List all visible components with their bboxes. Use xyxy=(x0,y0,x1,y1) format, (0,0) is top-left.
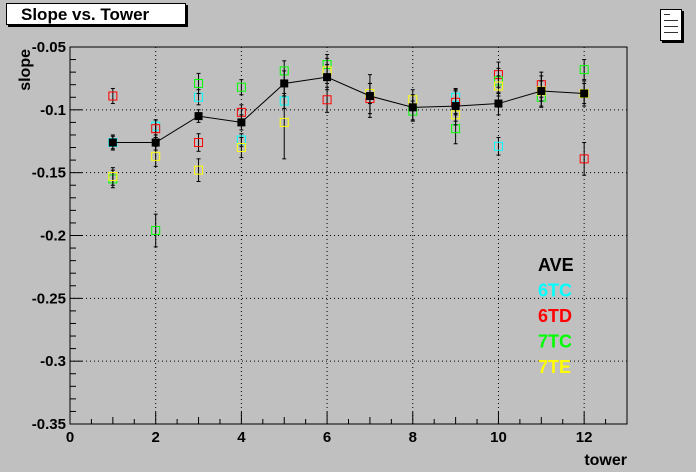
data-point-6td xyxy=(151,124,161,134)
data-point-ave xyxy=(494,99,503,108)
x-tick-label: 8 xyxy=(409,429,417,446)
data-point-ave xyxy=(194,112,203,121)
x-tick-label: 0 xyxy=(66,429,74,446)
stats-line xyxy=(664,14,670,15)
y-tick-label: -0.3 xyxy=(40,353,66,370)
x-tick-label: 4 xyxy=(237,429,246,446)
stats-line xyxy=(664,26,678,27)
data-point-ave xyxy=(151,138,160,147)
data-point-7te xyxy=(236,143,246,153)
data-point-7tc xyxy=(236,82,246,92)
data-point-ave xyxy=(108,138,117,147)
stats-line xyxy=(664,20,678,21)
x-tick-label: 12 xyxy=(576,429,593,446)
y-axis-label: slope xyxy=(17,49,34,91)
data-point-7tc xyxy=(151,225,161,235)
y-tick-label: -0.15 xyxy=(32,165,66,182)
data-point-ave xyxy=(323,73,332,82)
series-ave xyxy=(108,64,589,151)
stats-line xyxy=(664,32,678,33)
y-tick-label: -0.05 xyxy=(32,39,66,56)
legend-entry-ave: AVE xyxy=(538,255,574,275)
y-tick-label: -0.35 xyxy=(32,416,66,433)
data-point-ave xyxy=(580,89,589,98)
data-point-7te xyxy=(194,165,204,175)
data-point-ave xyxy=(451,102,460,111)
legend-entry-7tc: 7TC xyxy=(538,332,572,352)
data-point-7te xyxy=(493,81,503,91)
data-point-7tc xyxy=(194,78,204,88)
y-tick-label: -0.2 xyxy=(40,228,66,245)
x-axis-label: tower xyxy=(584,452,627,469)
chart-title: Slope vs. Tower xyxy=(6,3,186,25)
data-point-6td xyxy=(322,95,332,105)
y-tick-label: -0.25 xyxy=(32,290,66,307)
data-point-ave xyxy=(280,79,289,88)
stats-box xyxy=(660,9,682,41)
x-tick-label: 10 xyxy=(490,429,507,446)
y-tick-label: -0.1 xyxy=(40,102,66,119)
legend-entry-7te: 7TE xyxy=(538,357,571,377)
data-point-6td xyxy=(579,154,589,164)
data-point-6td xyxy=(108,91,118,101)
data-point-ave xyxy=(237,118,246,127)
data-point-7te xyxy=(279,117,289,127)
data-point-7tc xyxy=(579,65,589,75)
x-tick-label: 6 xyxy=(323,429,331,446)
data-point-ave xyxy=(365,92,374,101)
data-point-7te xyxy=(108,171,118,181)
x-tick-label: 2 xyxy=(152,429,160,446)
data-point-7te xyxy=(151,151,161,161)
legend-entry-6td: 6TD xyxy=(538,306,572,326)
data-point-ave xyxy=(537,86,546,95)
data-point-ave xyxy=(408,103,417,112)
legend-entry-6tc: 6TC xyxy=(538,281,572,301)
series-line-ave xyxy=(112,76,585,144)
data-point-6td xyxy=(194,138,204,148)
data-point-6tc xyxy=(493,141,503,151)
